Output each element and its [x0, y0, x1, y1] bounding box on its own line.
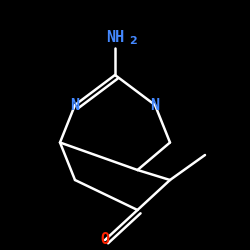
Text: N: N	[70, 98, 80, 112]
Text: NH: NH	[106, 30, 124, 45]
Text: O: O	[100, 232, 110, 248]
Text: 2: 2	[129, 36, 137, 46]
Text: N: N	[150, 98, 160, 112]
